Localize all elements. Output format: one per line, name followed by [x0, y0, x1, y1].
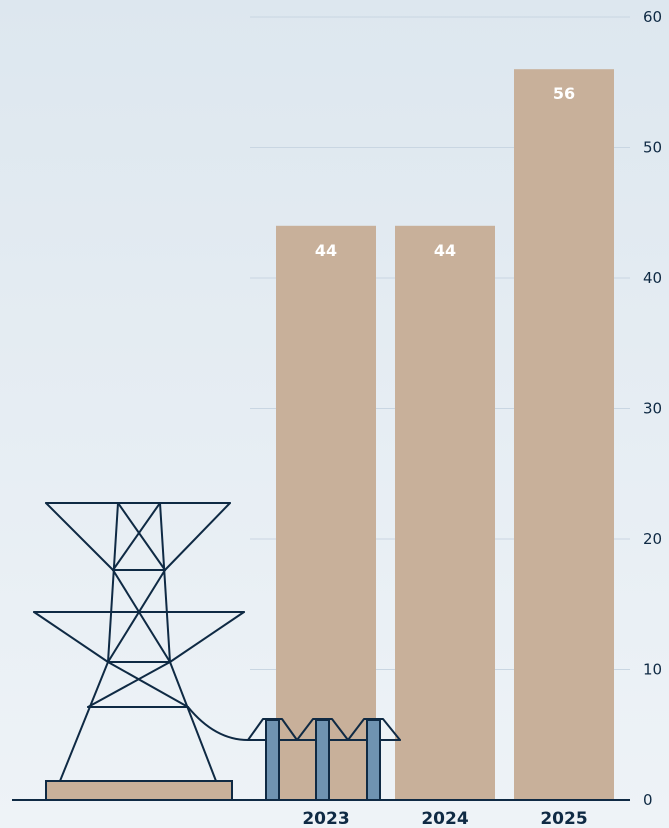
bar-2024: [395, 225, 495, 801]
y-axis-ticks: 0 10 20 30 40 50 60: [643, 8, 662, 809]
bar-2023: [276, 225, 376, 801]
y-tick-label: 50: [643, 139, 662, 157]
data-labels: 44 44 56: [315, 84, 575, 260]
insulator-icon: [247, 718, 298, 801]
x-tick-label: 2024: [421, 809, 468, 828]
bars: [276, 69, 614, 801]
category-labels: 2023 2024 2025: [302, 809, 587, 828]
data-label: 44: [434, 241, 456, 260]
data-label: 56: [553, 84, 575, 103]
y-tick-label: 20: [643, 530, 662, 548]
bar-2025: [514, 69, 614, 800]
insulator-icon: [296, 718, 349, 801]
y-tick-label: 40: [643, 269, 662, 287]
x-tick-label: 2023: [302, 809, 349, 828]
y-tick-label: 0: [643, 791, 653, 809]
y-tick-label: 10: [643, 661, 662, 679]
data-label: 44: [315, 241, 337, 260]
y-tick-label: 60: [643, 8, 662, 26]
y-tick-label: 30: [643, 400, 662, 418]
x-tick-label: 2025: [540, 809, 587, 828]
